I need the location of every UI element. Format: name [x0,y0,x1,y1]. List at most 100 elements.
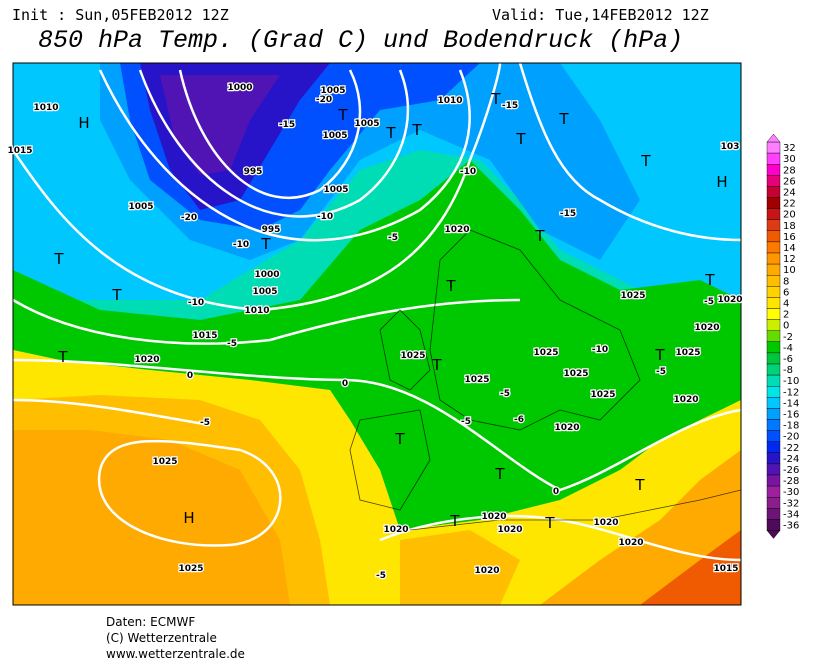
colorbar-label: -30 [783,487,799,498]
colorbar-label: 32 [783,143,796,154]
pressure-center: T [654,346,665,364]
contour-label: 1020 [474,566,499,576]
contour-label: -10 [460,167,476,177]
pressure-center: T [704,271,715,289]
contour-label: 0 [187,371,193,381]
contour-label: -5 [461,417,471,427]
colorbar-label: -6 [783,354,793,365]
pressure-center: T [260,235,271,253]
colorbar-label: -34 [783,509,799,520]
contour-label: 1000 [227,83,252,93]
contour-label: 1010 [437,96,462,106]
colorbar-swatch [766,330,781,343]
colorbar-swatch [766,241,781,254]
contour-label: 103 [721,142,740,152]
colorbar-cap [766,530,781,539]
contour-label: -10 [592,345,608,355]
colorbar-label: 30 [783,154,796,165]
colorbar-label: 22 [783,199,796,210]
colorbar-swatch [766,197,781,209]
colorbar-swatch [766,519,781,531]
colorbar-swatch [766,386,781,398]
contour-label: 995 [244,167,263,177]
contour-label: -10 [188,298,204,308]
colorbar-swatch [766,497,781,509]
colorbar-swatch [766,152,781,165]
colorbar-swatch [766,219,781,231]
colorbar-label: -32 [783,498,799,509]
contour-label: -10 [233,240,249,250]
pressure-center: H [716,173,727,191]
pressure-center: T [534,227,545,245]
colorbar-label: 2 [783,310,789,321]
pressure-center: T [53,250,64,268]
colorbar-label: -28 [783,476,799,487]
pressure-center: T [445,277,456,295]
contour-label: -5 [376,571,386,581]
colorbar-label: -24 [783,454,799,465]
contour-label: -15 [279,120,295,130]
contour-label: 1010 [244,306,269,316]
colorbar-swatch [766,374,781,387]
colorbar-swatch [766,175,781,187]
contour-label: -6 [514,415,524,425]
colorbar-swatch [766,508,781,520]
contour-label: 1005 [322,131,347,141]
pressure-center: T [558,110,569,128]
contour-label: 1025 [400,351,425,361]
footer-source: Daten: ECMWF [106,615,196,629]
colorbar-swatch [766,441,781,454]
pressure-center: T [385,124,396,142]
colorbar-label: 14 [783,243,796,254]
contour-label: 1020 [554,423,579,433]
colorbar-label: -18 [783,421,799,432]
colorbar-swatch [766,352,781,365]
map-title: 850 hPa Temp. (Grad C) und Bodendruck (h… [38,26,684,55]
contour-label: 1020 [383,525,408,535]
colorbar-swatch [766,319,781,331]
contour-label: 1015 [713,564,738,574]
colorbar-label: -8 [783,365,793,376]
colorbar-label: 8 [783,276,789,287]
contour-label: 1025 [620,291,645,301]
colorbar-label: -10 [783,376,799,387]
colorbar-swatch [766,163,781,176]
contour-label: 1015 [192,331,217,341]
colorbar-swatch [766,463,781,476]
coastlines [349,229,741,531]
pressure-center: T [640,152,651,170]
colorbar-swatch [766,397,781,409]
contour-label: 1015 [7,146,32,156]
contour-label: 0 [553,487,559,497]
colorbar-cap [766,133,781,143]
colorbar-swatch [766,308,781,320]
contour-label: 1020 [717,295,742,305]
contour-label: -20 [316,95,332,105]
colorbar-swatch [766,141,781,154]
colorbar-label: 24 [783,187,796,198]
colorbar-label: -20 [783,432,799,443]
pressure-center: T [411,121,422,139]
contour-label: 1020 [481,512,506,522]
colorbar-label: 26 [783,176,796,187]
colorbar-label: 18 [783,221,796,232]
contour-label: 1005 [354,119,379,129]
pressure-center: T [490,90,501,108]
colorbar-label: -36 [783,520,799,531]
contour-label: -5 [704,297,714,307]
footer-copyright: (C) Wetterzentrale [106,631,217,645]
colorbar-label: 0 [783,321,789,332]
contour-label: -15 [502,101,518,111]
colorbar-swatch [766,252,781,265]
isobars [13,63,741,562]
contour-label: 1025 [563,369,588,379]
colorbar-swatch [766,263,781,276]
contour-label: -10 [317,212,333,222]
contour-label: 1005 [323,185,348,195]
contour-label: 995 [262,225,281,235]
colorbar-label: 6 [783,287,789,298]
pressure-center: T [544,514,555,532]
colorbar-label: 10 [783,265,796,276]
colorbar-swatch [766,485,781,498]
